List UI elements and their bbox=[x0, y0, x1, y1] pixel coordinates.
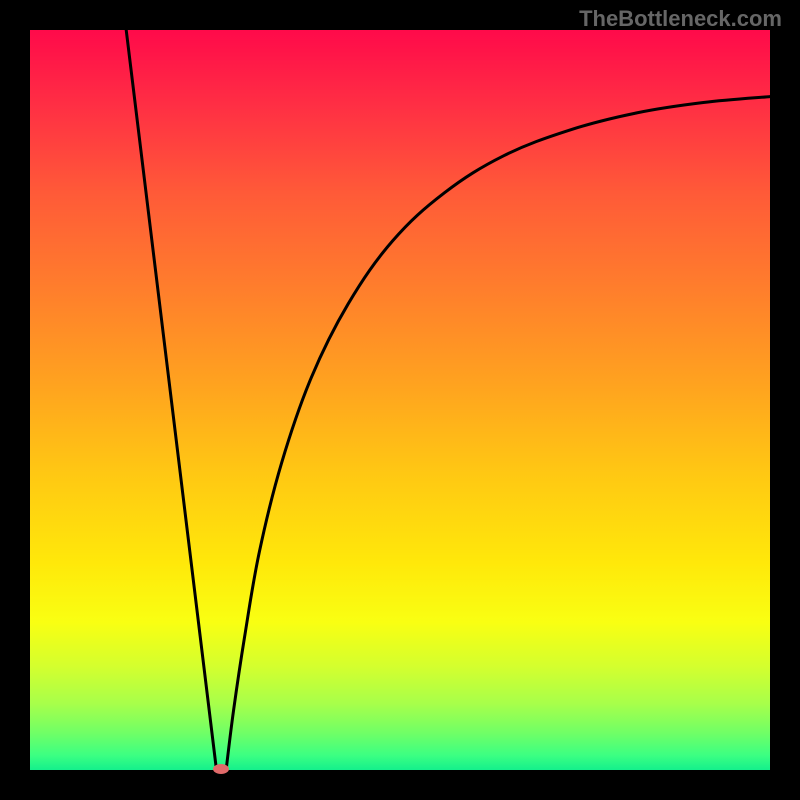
watermark-text: TheBottleneck.com bbox=[579, 6, 782, 32]
bottleneck-curve bbox=[30, 30, 770, 770]
plot-area bbox=[30, 30, 770, 770]
chart-container: TheBottleneck.com bbox=[0, 0, 800, 800]
minimum-marker bbox=[213, 764, 229, 774]
